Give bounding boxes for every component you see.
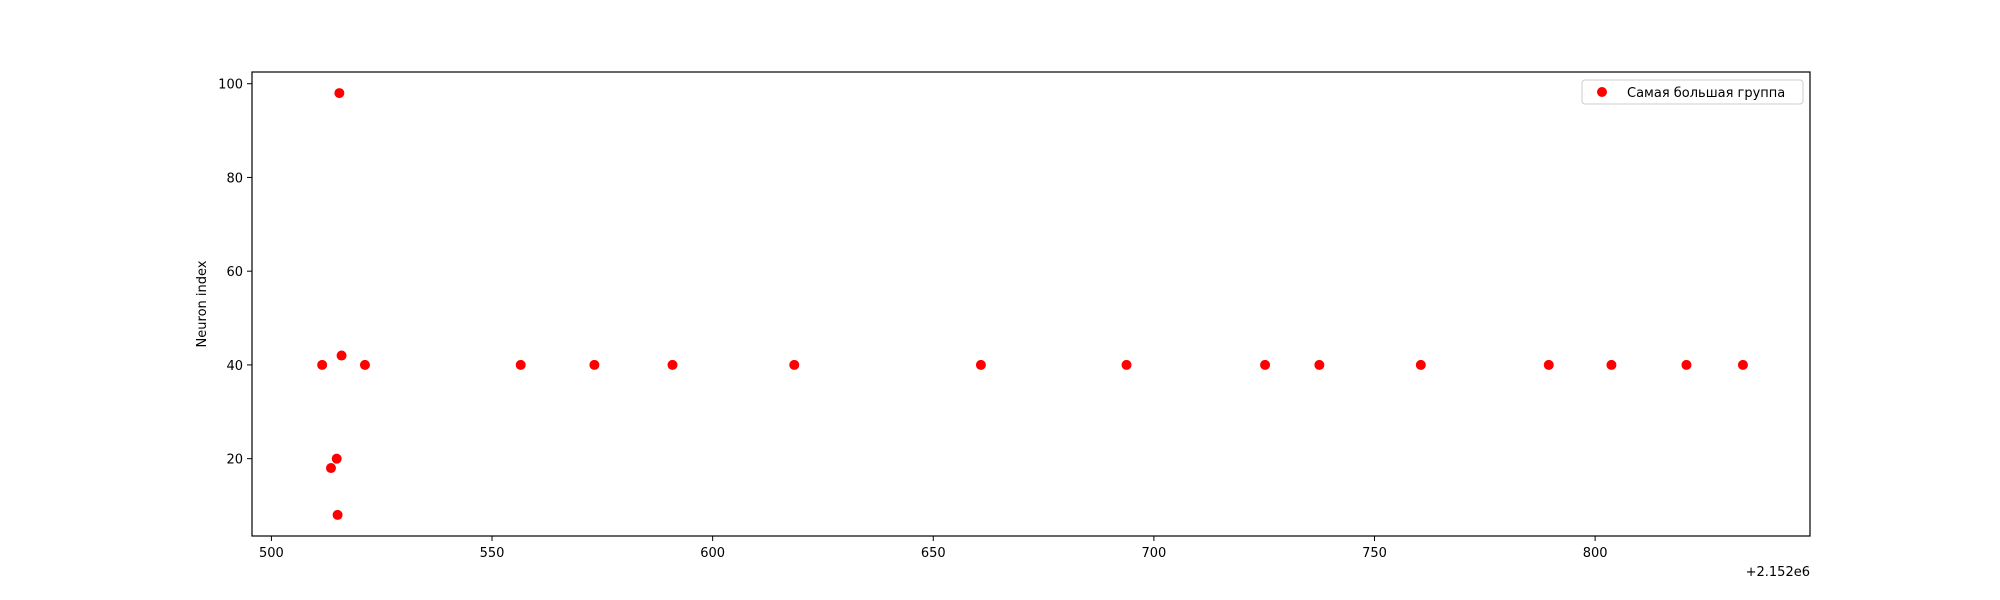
data-point xyxy=(789,359,800,370)
data-point xyxy=(1314,359,1325,370)
data-point xyxy=(332,509,343,520)
x-axis-offset-label: +2.152e6 xyxy=(1746,565,1810,580)
legend-label: Самая большая группа xyxy=(1627,86,1785,101)
x-tick-label: 800 xyxy=(1583,546,1608,561)
data-point xyxy=(331,453,342,464)
y-tick-label: 60 xyxy=(226,265,243,280)
data-point xyxy=(515,359,526,370)
data-point xyxy=(336,350,347,361)
data-point xyxy=(359,359,370,370)
legend: Самая большая группа xyxy=(1581,79,1804,105)
y-tick-label: 80 xyxy=(226,171,243,186)
data-point xyxy=(1121,359,1132,370)
plot-area xyxy=(251,71,1811,537)
legend-box xyxy=(1581,79,1804,105)
y-axis-ticks: 20 40 60 80 100 xyxy=(218,78,252,468)
y-tick-label: 20 xyxy=(226,453,243,468)
x-tick-label: 700 xyxy=(1141,546,1166,561)
data-point xyxy=(317,359,328,370)
x-axis-ticks: 500 550 600 650 700 750 800 xyxy=(259,536,1608,561)
x-tick-label: 650 xyxy=(921,546,946,561)
data-point xyxy=(1415,359,1426,370)
data-point xyxy=(325,463,336,474)
x-tick-label: 750 xyxy=(1362,546,1387,561)
y-tick-label: 100 xyxy=(218,78,243,93)
y-tick-label: 40 xyxy=(226,359,243,374)
data-point xyxy=(667,359,678,370)
scatter-points xyxy=(317,88,1748,520)
x-tick-label: 550 xyxy=(480,546,505,561)
data-point xyxy=(1737,359,1748,370)
data-point xyxy=(334,88,345,99)
y-axis-label: Neuron index xyxy=(195,260,210,347)
data-point xyxy=(589,359,600,370)
data-point xyxy=(1543,359,1554,370)
x-tick-label: 500 xyxy=(259,546,284,561)
x-tick-label: 600 xyxy=(700,546,725,561)
data-point xyxy=(1606,359,1617,370)
data-point xyxy=(1681,359,1692,370)
data-point xyxy=(1260,359,1271,370)
data-point xyxy=(975,359,986,370)
legend-marker xyxy=(1597,87,1607,97)
